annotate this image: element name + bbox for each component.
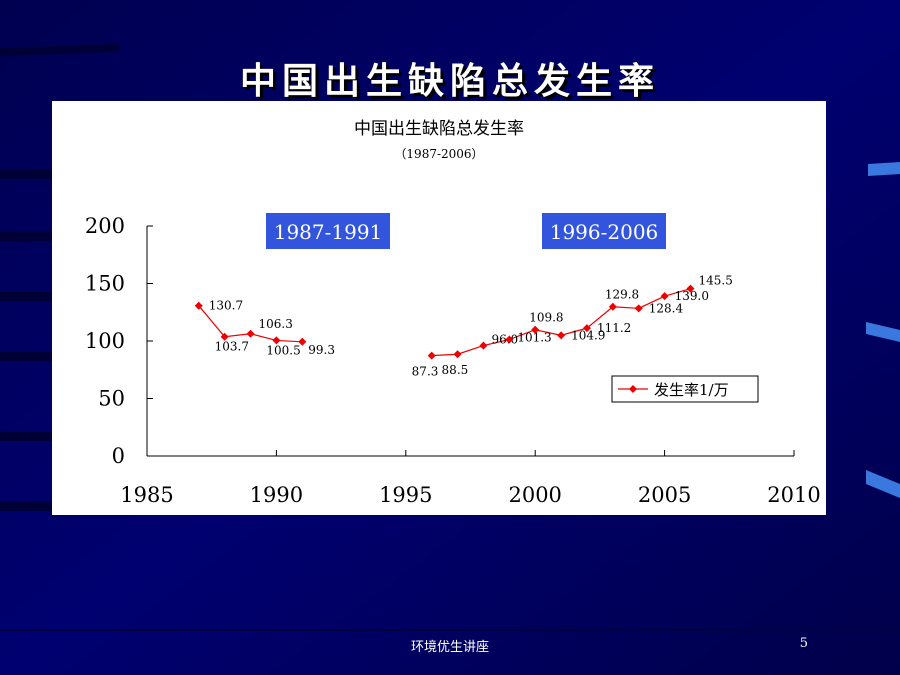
- data-series: 130.7 103.7 106.3 100.5 99.3 87.3 88.5 96.0 101.…: [194, 274, 733, 379]
- slide-title: 中国出生缺陷总发生率: [239, 60, 660, 102]
- data-label: 96.0: [491, 333, 518, 347]
- left-stripes: [0, 43, 120, 511]
- right-stripes: [866, 162, 900, 498]
- footer-text: 环境优生讲座: [410, 640, 489, 655]
- chart-panel: 中国出生缺陷总发生率 （1987-2006） 0 50 100 150 200 1985 1…: [52, 101, 826, 515]
- data-point: [272, 336, 281, 345]
- data-label: 99.3: [308, 343, 335, 357]
- data-label: 109.8: [529, 311, 563, 325]
- period-box: [266, 213, 390, 249]
- data-label: 103.7: [215, 340, 249, 354]
- chart-subtitle: （1987-2006）: [394, 147, 483, 161]
- data-point: [194, 301, 203, 310]
- x-tick-label: 2010: [767, 483, 820, 507]
- x-tick-label: 2005: [638, 483, 691, 507]
- data-point: [453, 350, 462, 359]
- data-label: 130.7: [209, 299, 243, 313]
- data-point: [479, 341, 488, 350]
- data-point: [531, 325, 540, 334]
- chart-title: 中国出生缺陷总发生率: [354, 119, 524, 139]
- data-label: 145.5: [698, 274, 732, 288]
- y-tick-label: 200: [85, 214, 125, 238]
- period-annotations: 1987-1991 1996-2006: [266, 213, 666, 249]
- chart-legend: 发生率1/万: [611, 375, 759, 403]
- page-number: 5: [799, 636, 808, 651]
- y-tick-label: 150: [85, 272, 125, 296]
- data-point: [686, 284, 695, 293]
- x-tick-label: 1985: [120, 483, 173, 507]
- chart-axes: 0 50 100 150 200 1985 1990 1995 2000 2005 2010: [85, 214, 821, 507]
- data-point: [505, 335, 514, 344]
- data-point: [246, 329, 255, 338]
- data-label: 106.3: [259, 317, 293, 331]
- x-tick-label: 1995: [379, 483, 432, 507]
- y-tick-label: 0: [112, 444, 125, 468]
- data-point: [582, 324, 591, 333]
- data-label: 104.9: [571, 328, 605, 342]
- data-point: [634, 304, 643, 313]
- data-label: 101.3: [517, 331, 551, 345]
- period-label: 1996-2006: [550, 220, 659, 244]
- x-tick-label: 1990: [250, 483, 303, 507]
- data-label: 129.8: [605, 288, 639, 302]
- legend-label: 发生率1/万: [654, 381, 729, 399]
- line-chart: 中国出生缺陷总发生率 （1987-2006） 0 50 100 150 200 1985 1…: [85, 119, 821, 507]
- x-tick-label: 2000: [508, 483, 561, 507]
- data-label: 139.0: [675, 289, 709, 303]
- data-point: [660, 292, 669, 301]
- data-label: 88.5: [442, 363, 469, 377]
- data-label: 100.5: [266, 343, 300, 357]
- data-point: [298, 337, 307, 346]
- y-tick-label: 100: [85, 329, 125, 353]
- data-label: 128.4: [649, 301, 684, 315]
- data-point: [608, 302, 617, 311]
- legend-marker: [629, 385, 637, 393]
- period-label: 1987-1991: [274, 220, 383, 244]
- data-label: 87.3: [412, 365, 439, 379]
- y-tick-label: 50: [98, 387, 125, 411]
- data-label: 111.2: [597, 321, 631, 335]
- data-point: [220, 332, 229, 341]
- data-point: [557, 331, 566, 340]
- period-box: [542, 213, 666, 249]
- data-point: [427, 351, 436, 360]
